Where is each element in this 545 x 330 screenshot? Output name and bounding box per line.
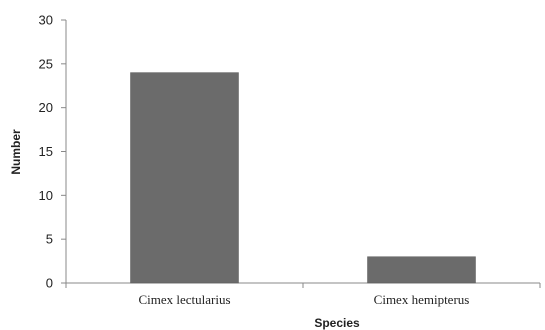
y-tick-label: 0 <box>46 276 53 291</box>
bar <box>131 73 239 283</box>
x-axis: Cimex lectularius Cimex hemipterus <box>66 283 540 307</box>
bar <box>368 257 476 283</box>
x-tick-label: Cimex lectularius <box>138 292 230 307</box>
y-tick-label: 30 <box>39 13 53 28</box>
x-tick-label: Cimex hemipterus <box>374 292 470 307</box>
bars <box>131 73 476 283</box>
y-tick-label: 25 <box>39 56 53 71</box>
y-tick-label: 10 <box>39 188 53 203</box>
x-axis-title: Species <box>314 316 360 330</box>
y-tick-label: 15 <box>39 144 53 159</box>
y-tick-label: 20 <box>39 100 53 115</box>
y-axis-title: Number <box>9 129 23 175</box>
y-axis: 0 5 10 15 20 25 30 <box>39 13 66 291</box>
y-tick-label: 5 <box>46 232 53 247</box>
